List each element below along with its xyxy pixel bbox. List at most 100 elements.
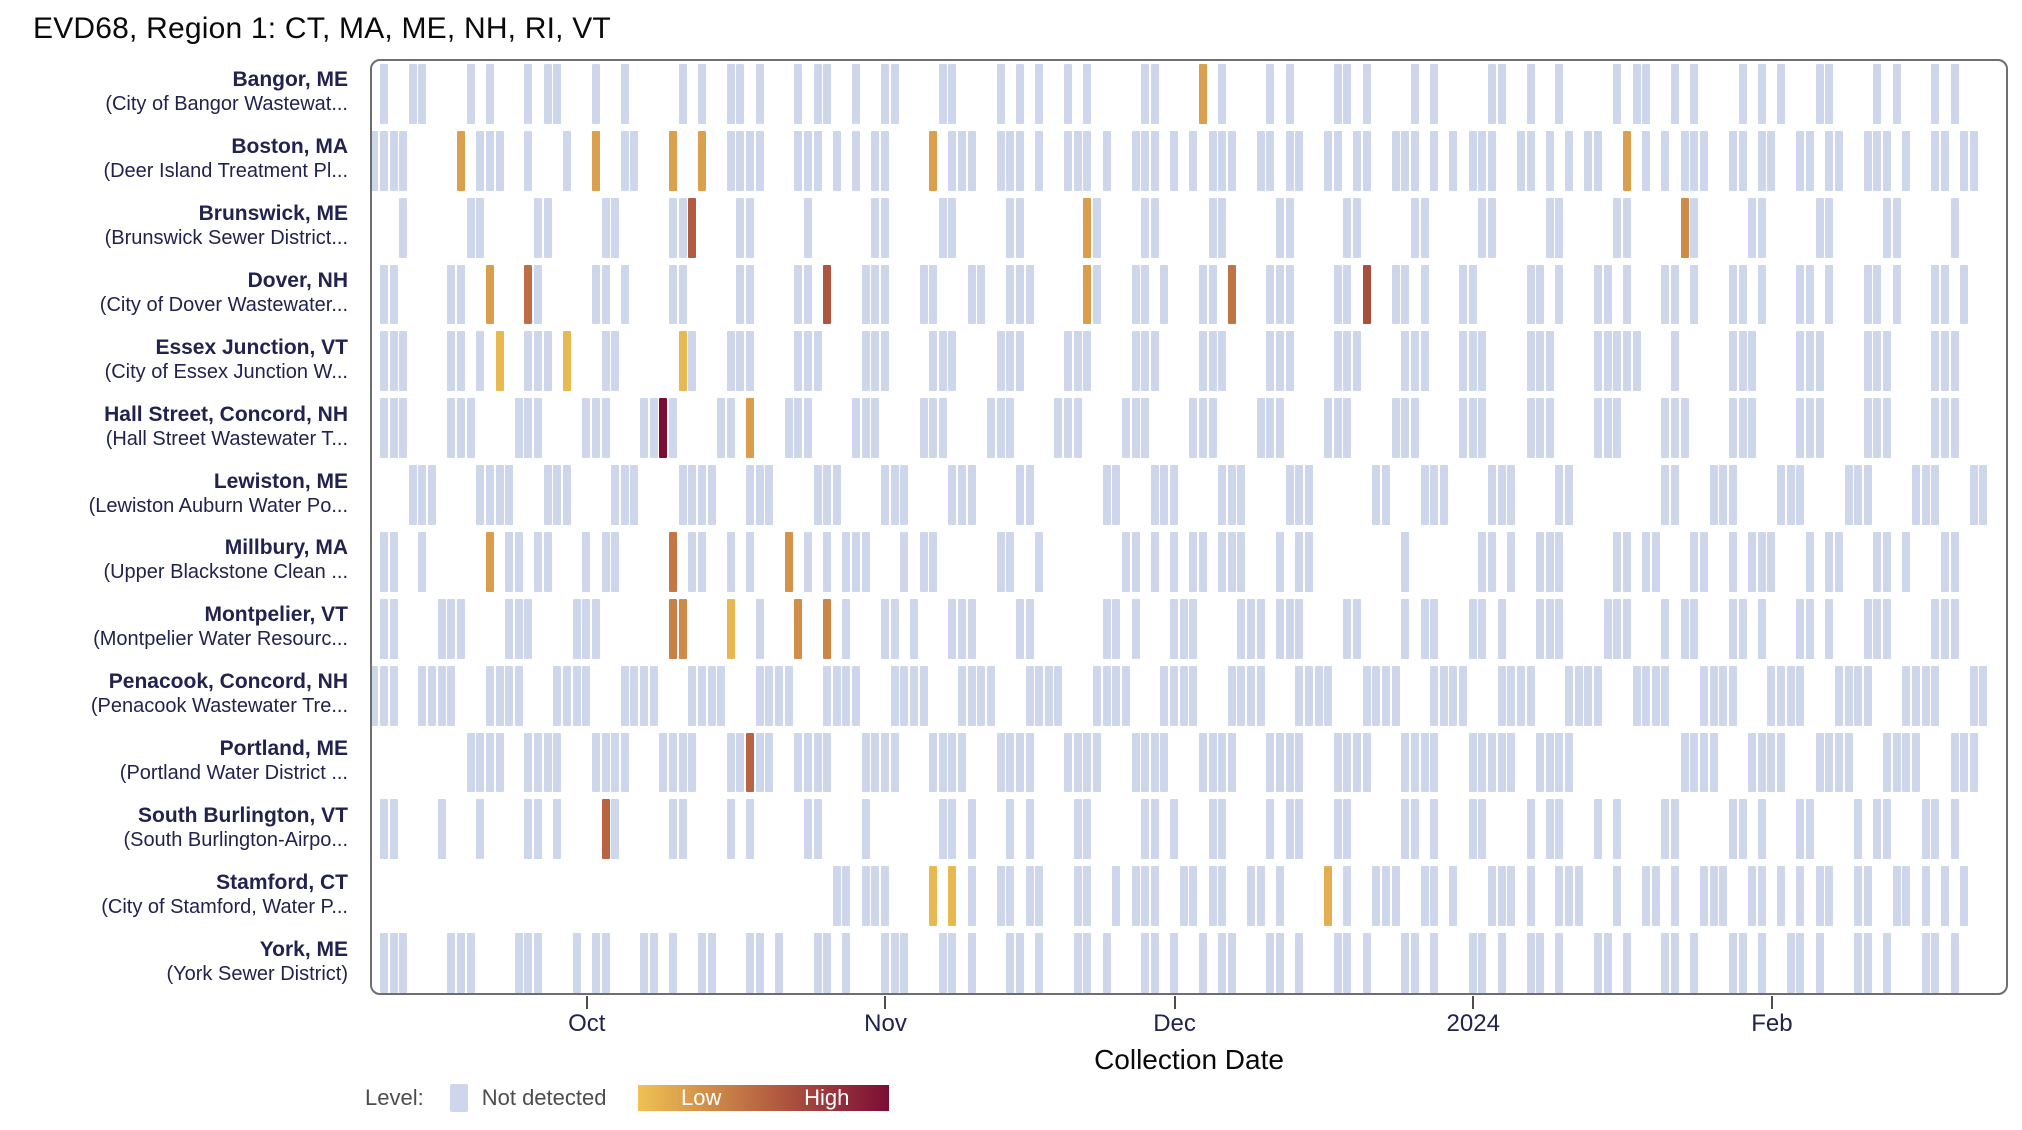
heatmap-tile (1825, 866, 1834, 927)
heatmap-tile (1757, 264, 1766, 325)
heatmap-tile (389, 130, 398, 191)
heatmap-tile (1083, 264, 1092, 325)
heatmap-tile (1025, 866, 1034, 927)
heatmap-tile (1333, 64, 1342, 124)
heatmap-tile (1141, 64, 1150, 124)
heatmap-tile (900, 465, 909, 525)
heatmap-tile (1873, 598, 1882, 659)
heatmap-tile (1642, 665, 1651, 726)
heatmap-tile (1170, 598, 1179, 659)
heatmap-tile (1950, 398, 1959, 459)
heatmap-tile (553, 732, 562, 793)
heatmap-tile (1921, 799, 1930, 860)
heatmap-tile (755, 465, 764, 525)
heatmap-tile (746, 465, 755, 525)
heatmap-tile (1015, 130, 1024, 191)
heatmap-tile (948, 130, 957, 191)
heatmap-tile (996, 866, 1005, 927)
heatmap-tile (1141, 197, 1150, 258)
heatmap-tile (1825, 197, 1834, 258)
heatmap-tile (563, 331, 572, 392)
heatmap-tile (1603, 598, 1612, 659)
heatmap-tile (1343, 398, 1352, 459)
heatmap-tile (1854, 799, 1863, 860)
heatmap-tile (1497, 465, 1506, 525)
heatmap-tile (379, 799, 388, 860)
heatmap-tile (1950, 532, 1959, 592)
heatmap-tile (707, 665, 716, 726)
heatmap-tile (1054, 665, 1063, 726)
heatmap-tile (746, 130, 755, 191)
heatmap-tile (1699, 130, 1708, 191)
heatmap-tile (948, 799, 957, 860)
heatmap-tile (582, 665, 591, 726)
heatmap-tile (784, 665, 793, 726)
heatmap-tile (543, 732, 552, 793)
heatmap-tile (1064, 64, 1073, 124)
heatmap-tile (1025, 465, 1034, 525)
heatmap-tile (1218, 64, 1227, 124)
legend-gradient-bar: Low High (638, 1085, 890, 1111)
site-row-label: South Burlington, VT (South Burlington-Ai… (0, 803, 348, 853)
heatmap-tile (1478, 197, 1487, 258)
heatmap-tile (1401, 130, 1410, 191)
heatmap-tile (852, 665, 861, 726)
heatmap-tile (823, 665, 832, 726)
heatmap-tile (880, 732, 889, 793)
heatmap-tile (1719, 665, 1728, 726)
heatmap-tile (1960, 130, 1969, 191)
heatmap-tile (1160, 732, 1169, 793)
heatmap-tile (1536, 398, 1545, 459)
heatmap-tile (765, 732, 774, 793)
heatmap-tile (1526, 398, 1535, 459)
heatmap-tile (1690, 130, 1699, 191)
heatmap-tile (1150, 866, 1159, 927)
heatmap-tile (591, 598, 600, 659)
heatmap-tile (794, 264, 803, 325)
heatmap-tile (1651, 532, 1660, 592)
heatmap-tile (1969, 732, 1978, 793)
heatmap-tile (1565, 866, 1574, 927)
heatmap-tile (1863, 598, 1872, 659)
heatmap-tile (1102, 130, 1111, 191)
heatmap-tile (1863, 331, 1872, 392)
heatmap-tile (707, 933, 716, 993)
heatmap-tile (1873, 398, 1882, 459)
heatmap-tile (1276, 598, 1285, 659)
heatmap-tile (1709, 465, 1718, 525)
heatmap-tile (399, 130, 408, 191)
heatmap-tile (1410, 130, 1419, 191)
heatmap-tile (1950, 732, 1959, 793)
heatmap-tile (1362, 130, 1371, 191)
heatmap-tile (1516, 665, 1525, 726)
heatmap-tile (1179, 665, 1188, 726)
heatmap-tile (1594, 933, 1602, 993)
heatmap-tile (1170, 130, 1179, 191)
heatmap-tile (524, 331, 533, 392)
heatmap-tile (1545, 331, 1554, 392)
heatmap-tile (1709, 732, 1718, 793)
heatmap-tile (1015, 598, 1024, 659)
heatmap-tile (1372, 866, 1381, 927)
heatmap-tile (726, 732, 735, 793)
heatmap-tile (1333, 130, 1342, 191)
heatmap-tile (1112, 598, 1121, 659)
heatmap-tile (1333, 264, 1342, 325)
heatmap-tile (803, 732, 812, 793)
heatmap-tile (1198, 264, 1207, 325)
heatmap-tile (1266, 331, 1275, 392)
heatmap-tile (1304, 532, 1313, 592)
heatmap-tile (1468, 398, 1477, 459)
heatmap-tile (1651, 665, 1660, 726)
heatmap-tile (543, 197, 552, 258)
heatmap-tile (1410, 331, 1419, 392)
heatmap-tile (1353, 197, 1362, 258)
heatmap-tile (399, 197, 408, 258)
site-city-label: Montpelier, VT (204, 603, 348, 627)
heatmap-tile (996, 732, 1005, 793)
heatmap-tile (1931, 130, 1940, 191)
site-facility-label: (Brunswick Sewer District... (104, 227, 348, 250)
heatmap-tile (823, 264, 832, 325)
heatmap-tile (996, 532, 1005, 592)
heatmap-tile (1594, 398, 1602, 459)
